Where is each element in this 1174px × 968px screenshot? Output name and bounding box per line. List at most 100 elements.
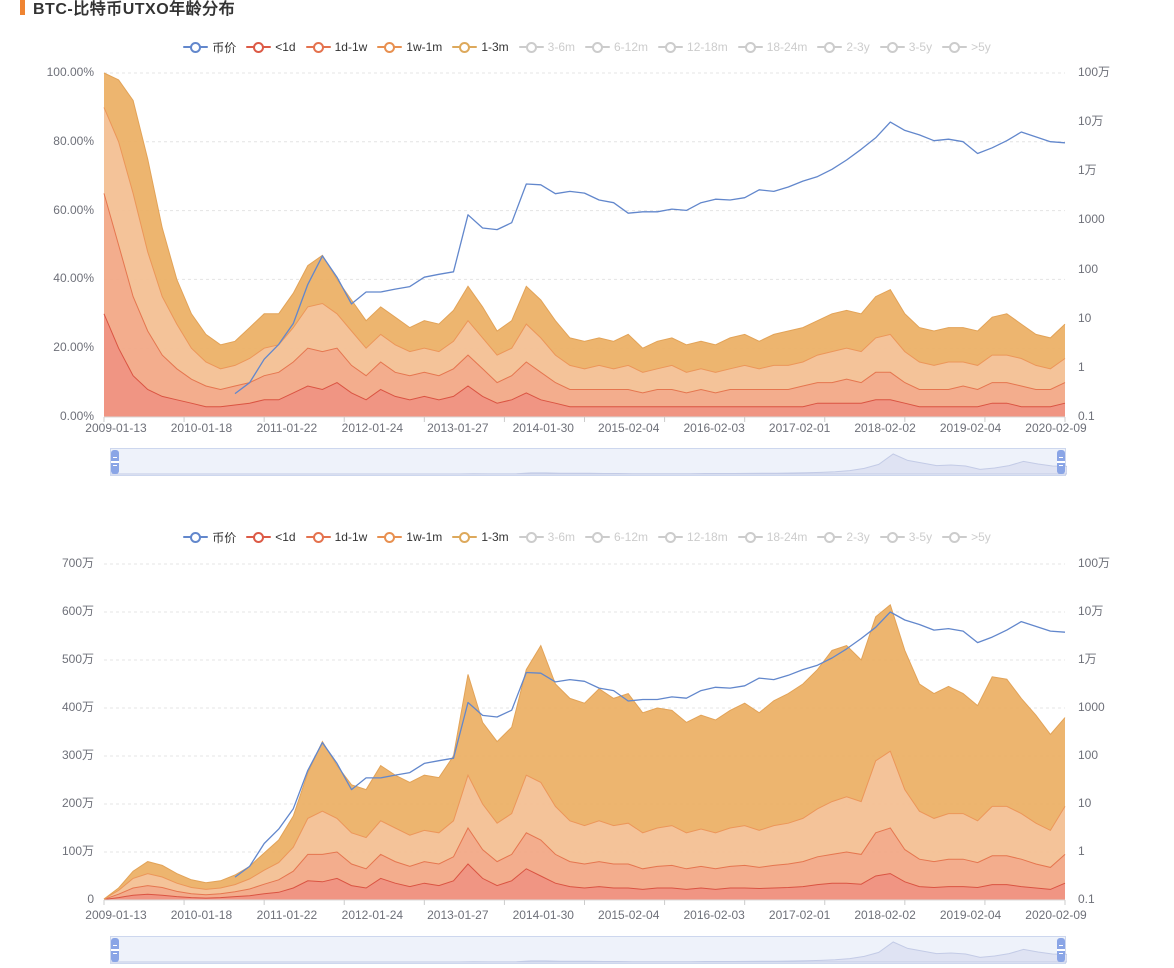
area-band-1-3m [104,73,1065,373]
plot-area[interactable] [103,72,1066,423]
legend-marker-icon [377,530,403,544]
band-line-1w-1m [103,750,1066,900]
datazoom-slider[interactable] [110,448,1067,476]
y-right-tick-label: 0.1 [1078,409,1095,423]
area-band-1w-1m [104,751,1065,900]
datazoom-right-handle[interactable] [1057,450,1065,474]
legend-marker-circle [312,532,324,543]
y-right-tick-label: 1 [1078,359,1085,374]
legend-item-18-24m[interactable]: 18-24m [737,40,808,54]
legend-item-1d-1w[interactable]: 1d-1w [305,40,367,54]
legend-marker-icon [305,530,331,544]
y-left-tick-label: 60.00% [53,202,94,217]
legend-item-3-6m[interactable]: 3-6m [518,40,575,54]
legend-item-币价[interactable]: 币价 [183,529,236,546]
legend-marker-circle [384,532,396,543]
y-left-tick-label: 20.00% [53,340,94,355]
legend-item->5y[interactable]: >5y [942,530,991,544]
area-band-<1d [104,313,1065,417]
legend-item-12-18m[interactable]: 12-18m [658,530,728,544]
legend-marker-circle [384,42,396,53]
legend-item-1w-1m[interactable]: 1w-1m [377,530,442,544]
legend-marker-icon [879,530,905,544]
legend-marker-circle [525,532,537,543]
x-tick-label: 2014-01-30 [512,908,574,922]
legend-item-1w-1m[interactable]: 1w-1m [377,40,442,54]
legend-item-6-12m[interactable]: 6-12m [585,40,648,54]
legend-item-label: 12-18m [687,40,728,54]
legend-item-币价[interactable]: 币价 [183,39,236,56]
x-tick-label: 2020-02-09 [1025,908,1087,922]
price-line [234,611,1066,878]
x-tick-label: 2010-01-18 [170,421,233,435]
legend-item-18-24m[interactable]: 18-24m [737,530,807,544]
legend-item-3-5y[interactable]: 3-5y [879,530,933,544]
legend-marker-icon [585,530,610,544]
legend-marker-icon [452,40,478,54]
datazoom-right-handle[interactable] [1057,938,1065,962]
legend-item-2-3y[interactable]: 2-3y [817,530,870,544]
legend-item-label: <1d [275,530,296,544]
x-tick-label: 2017-02-01 [768,421,831,435]
legend-item-2-3y[interactable]: 2-3y [817,40,870,54]
datazoom-minimap-area [111,941,1067,963]
legend-item-<1d[interactable]: <1d [246,530,296,544]
legend-item-6-12m[interactable]: 6-12m [585,530,648,544]
area-band-<1d [104,864,1065,900]
x-tick-label: 2009-01-13 [85,421,147,435]
legend-marker-icon [585,40,610,54]
x-tick-label: 2016-02-03 [683,908,745,922]
plot-area[interactable] [103,563,1066,906]
legend-item-3-5y[interactable]: 3-5y [879,40,932,54]
y-right-tick-label: 100 [1078,748,1099,762]
legend-marker-icon [246,530,272,544]
y-right-tick-label: 10 [1078,310,1092,325]
y-left-tick-label: 80.00% [53,133,94,148]
legend-item->5y[interactable]: >5y [942,40,991,54]
x-tick-label: 2009-01-13 [85,908,147,922]
legend-item-label: 2-3y [846,530,870,544]
y-right-tick-label: 1万 [1078,652,1097,666]
legend-marker-circle [886,532,898,543]
datazoom-left-handle[interactable] [111,450,119,474]
band-line-1w-1m [103,107,1066,373]
datazoom-minimap [111,453,1067,475]
legend-marker-circle [592,42,603,53]
legend-item-label: 币价 [212,530,237,545]
legend-item-1-3m[interactable]: 1-3m [452,40,509,54]
legend-item-<1d[interactable]: <1d [246,40,296,54]
legend-marker-circle [744,42,756,53]
y-left-tick-label: 40.00% [53,271,94,286]
legend-item-label: 3-6m [547,40,575,54]
legend-item-label: 18-24m [766,40,808,54]
legend-item-1-3m[interactable]: 1-3m [452,530,509,544]
legend-item-3-6m[interactable]: 3-6m [518,530,575,544]
page-title: BTC-比特币UTXO年龄分布 [33,1,236,18]
y-right-tick-label: 1 [1078,844,1085,858]
legend-marker-circle [190,42,202,53]
datazoom-left-handle[interactable] [111,938,119,962]
y-left-tick-label: 200万 [61,796,94,810]
legend-marker-icon [452,530,478,544]
legend-item-1d-1w[interactable]: 1d-1w [305,530,368,544]
legend-item-12-18m[interactable]: 12-18m [658,40,728,54]
legend-marker-circle [949,532,961,543]
band-line-<1d [103,863,1066,900]
legend-marker-icon [183,40,209,54]
y-left-tick-label: 0 [87,892,94,906]
x-tick-label: 2017-02-01 [768,908,831,922]
area-band-1w-1m [104,107,1065,393]
title-accent-bar [20,0,25,15]
band-line-1d-1w [103,827,1066,900]
datazoom-minimap-area [111,453,1067,475]
legend-marker-circle [949,42,961,53]
x-tick-label: 2015-02-04 [598,421,660,435]
legend-item-label: 3-5y [908,530,933,544]
legend-item-label: 1w-1m [406,530,443,544]
datazoom-slider[interactable] [110,936,1067,964]
legend-item-label: 1d-1w [334,530,368,544]
x-tick-label: 2011-01-22 [256,908,318,922]
legend-marker-icon [246,40,272,54]
y-right-tick-label: 10万 [1078,604,1104,618]
legend-marker-icon [737,530,763,544]
